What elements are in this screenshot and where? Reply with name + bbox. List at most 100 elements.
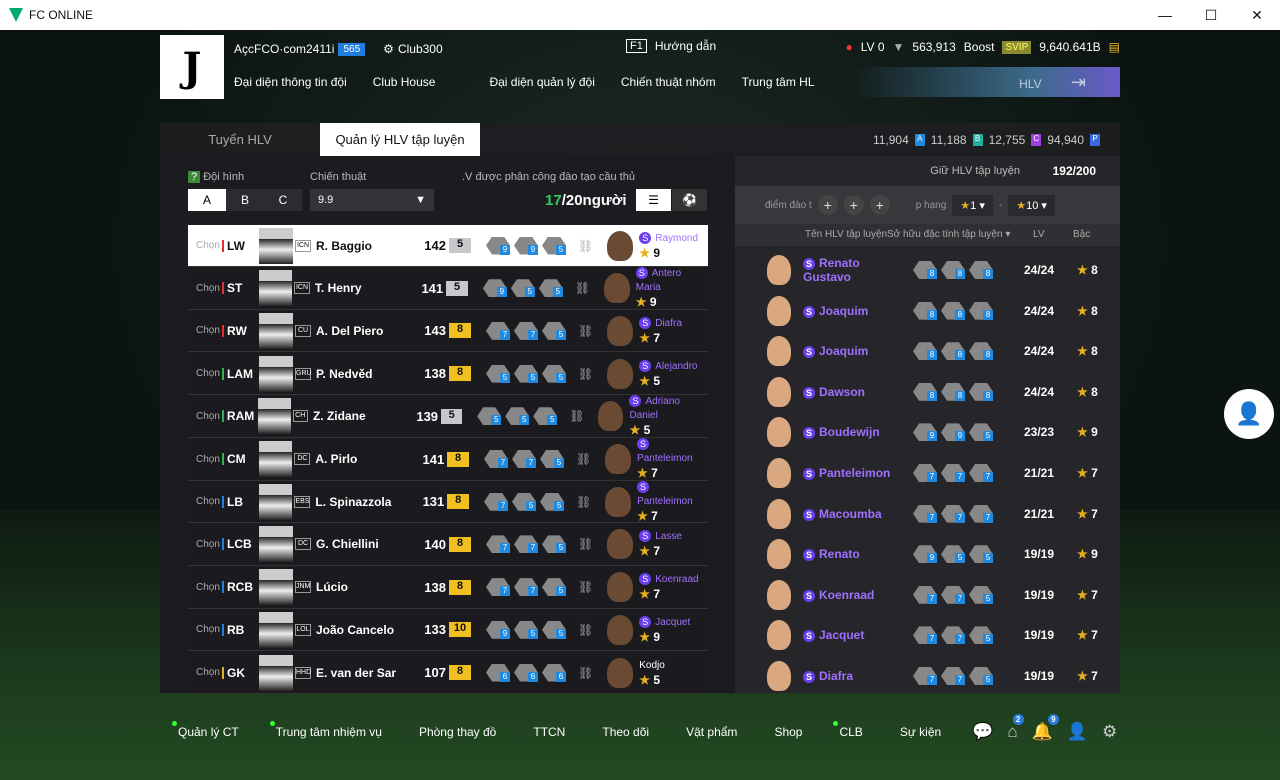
squad-c-button[interactable]: C [264, 189, 302, 211]
bottom-nav-item[interactable]: TTCN [515, 725, 585, 739]
link-icon[interactable]: ⛓ [578, 622, 594, 637]
player-row[interactable]: Chọn RB LOL João Cancelo 133 10 9 5 5 ⛓ S Jacquet ★ … [188, 609, 708, 652]
trait-icon[interactable]: 9 [913, 545, 937, 564]
trait-icon[interactable]: 5 [510, 279, 535, 298]
trait-icon[interactable]: 8 [941, 261, 965, 279]
link-icon[interactable]: ⛓ [578, 366, 594, 381]
bottom-nav-item[interactable]: Trung tâm nhiệm vụ [258, 721, 401, 739]
trait-icon[interactable]: 5 [969, 545, 993, 564]
trait-icon[interactable]: 7 [941, 504, 965, 523]
trait-icon[interactable]: 5 [941, 545, 965, 564]
trait-icon[interactable]: 8 [913, 342, 937, 361]
trait-icon[interactable]: 5 [514, 620, 538, 639]
coach-row[interactable]: S Dawson 8 8 8 24/24 ★ 8 [735, 372, 1120, 412]
select-button[interactable]: Chọn [196, 496, 220, 508]
guide-button[interactable]: F1 Hướng dẫn [626, 39, 716, 53]
trait-icon[interactable]: 5 [542, 364, 566, 383]
select-button[interactable]: Chọn [196, 325, 220, 337]
link-icon[interactable]: ⛓ [578, 665, 594, 680]
select-button[interactable]: Chọn [196, 240, 220, 251]
col-lv[interactable]: LV [1033, 229, 1045, 240]
trait-icon[interactable]: 9 [486, 620, 510, 639]
select-button[interactable]: Chọn [196, 624, 220, 636]
trait-icon[interactable]: 7 [941, 626, 965, 645]
nav-group-tactics[interactable]: Chiến thuật nhóm [620, 75, 716, 89]
player-row[interactable]: Chọn LW ICN R. Baggio 142 5 9 9 5 ⛓ S Raymond ★ 9 [188, 225, 708, 267]
trait-icon[interactable]: 5 [542, 535, 566, 554]
trait-icon[interactable]: 5 [505, 407, 530, 426]
coach-row[interactable]: S Boudewijn 9 9 5 23/23 ★ 9 [735, 412, 1120, 452]
trait-icon[interactable]: 5 [512, 492, 537, 511]
trait-icon[interactable]: 8 [941, 301, 965, 320]
bottom-nav-item[interactable]: Phòng thay đồ [401, 725, 516, 739]
trait-icon[interactable]: 9 [486, 236, 510, 255]
col-coach-name[interactable]: Tên HLV tập luyện [805, 229, 888, 240]
select-button[interactable]: Chọn [196, 453, 220, 465]
link-icon[interactable]: ⛓ [578, 580, 594, 595]
nav-team-info[interactable]: Đại diện thông tin đội [234, 75, 347, 89]
trait-icon[interactable]: 7 [913, 667, 937, 685]
maximize-button[interactable]: ☐ [1204, 6, 1218, 23]
bottom-nav-item[interactable]: Sự kiện [882, 725, 961, 739]
player-row[interactable]: Chọn LAM GRU P. Nedvěd 138 8 5 5 5 ⛓ S Alejandro ★ 5 [188, 353, 708, 396]
link-icon[interactable]: ⛓ [574, 281, 591, 296]
player-row[interactable]: Chọn GK HHD E. van der Sar 107 8 6 6 6 ⛓ Kodjo ★ 5 [188, 652, 708, 694]
trait-icon[interactable]: 9 [514, 236, 538, 255]
trait-icon[interactable]: 7 [913, 626, 937, 645]
trait-icon[interactable]: 7 [913, 464, 937, 482]
trait-icon[interactable]: 9 [913, 423, 937, 442]
trait-icon[interactable]: 8 [913, 301, 937, 320]
select-button[interactable]: Chọn [196, 667, 220, 678]
trait-icon[interactable]: 7 [514, 578, 538, 597]
trait-icon[interactable]: 5 [969, 423, 993, 442]
link-icon[interactable]: ⛓ [576, 452, 592, 466]
trait-icon[interactable]: 5 [542, 236, 566, 255]
coach-row[interactable]: S Koenraad 7 7 5 19/19 ★ 7 [735, 575, 1120, 615]
player-row[interactable]: Chọn RW CU A. Del Piero 143 8 7 7 5 ⛓ S Diafra ★ 7 [188, 310, 708, 353]
trait-icon[interactable]: 7 [484, 450, 509, 468]
tactic-select[interactable]: 9.9 ▼ [310, 189, 434, 211]
bottom-nav-item[interactable]: Quản lý CT [160, 721, 258, 739]
trait-icon[interactable]: 5 [540, 450, 565, 468]
trait-icon[interactable]: 8 [941, 342, 965, 361]
player-row[interactable]: Chọn LCB DC G. Chiellini 140 8 7 7 5 ⛓ S Lasse ★ 7 [188, 523, 708, 566]
coach-row[interactable]: S Macoumba 7 7 7 21/21 ★ 7 [735, 494, 1120, 534]
trait-icon[interactable]: 5 [542, 578, 566, 597]
trait-icon[interactable]: 6 [542, 663, 566, 682]
select-button[interactable]: Chọn [196, 368, 220, 380]
link-icon[interactable]: ⛓ [576, 494, 592, 509]
player-row[interactable]: Chọn RAM CH Z. Zidane 139 5 5 5 5 ⛓ S Adriano Danie… [188, 395, 708, 438]
coach-row[interactable]: S Renato Gustavo 8 8 8 24/24 ★ 8 [735, 250, 1120, 290]
trait-icon[interactable]: 7 [486, 321, 510, 340]
trait-icon[interactable]: 7 [514, 321, 538, 340]
nav-team-manager[interactable]: Đại diện quản lý đội [489, 75, 595, 89]
rank-to-select[interactable]: ★10 ▾ [1008, 194, 1055, 216]
trait-icon[interactable]: 7 [913, 585, 937, 604]
link-icon[interactable]: ⛓ [578, 537, 594, 552]
trait-icon[interactable]: 5 [538, 279, 563, 298]
player-row[interactable]: Chọn CM DC A. Pirlo 141 8 7 7 5 ⛓ S Panteleimon ★ 7 [188, 438, 708, 481]
link-icon[interactable]: ⛓ [569, 409, 585, 424]
trait-icon[interactable]: 7 [486, 578, 510, 597]
bottom-nav-item[interactable]: CLB [821, 721, 882, 739]
close-button[interactable]: ✕ [1251, 6, 1263, 23]
trait-icon[interactable]: 8 [913, 261, 937, 279]
trait-icon[interactable]: 9 [482, 279, 507, 298]
trait-icon[interactable]: 8 [969, 301, 993, 320]
select-button[interactable]: Chọn [196, 538, 220, 550]
coach-row[interactable]: S Jacquet 7 7 5 19/19 ★ 7 [735, 615, 1120, 655]
chat-support-button[interactable]: 👤 [1224, 389, 1274, 439]
trait-icon[interactable]: 7 [486, 535, 510, 554]
tab-recruit-coach[interactable]: Tuyển HLV [208, 132, 272, 147]
trait-icon[interactable]: 6 [514, 663, 538, 682]
trait-icon[interactable]: 5 [969, 667, 993, 685]
nav-club-house[interactable]: Club House [372, 75, 436, 89]
list-view-button[interactable]: ☰ [636, 189, 671, 211]
coach-row[interactable]: S Joaquim 8 8 8 24/24 ★ 8 [735, 291, 1120, 331]
chat-icon[interactable]: 💬 [972, 722, 994, 741]
select-button[interactable]: Chọn [196, 282, 220, 294]
home-icon[interactable]: ⌂ 2 [1007, 714, 1024, 742]
coach-row[interactable]: S Joaquim 8 8 8 24/24 ★ 8 [735, 331, 1120, 371]
squad-a-button[interactable]: A [188, 189, 226, 211]
trait-icon[interactable]: 7 [969, 504, 993, 523]
